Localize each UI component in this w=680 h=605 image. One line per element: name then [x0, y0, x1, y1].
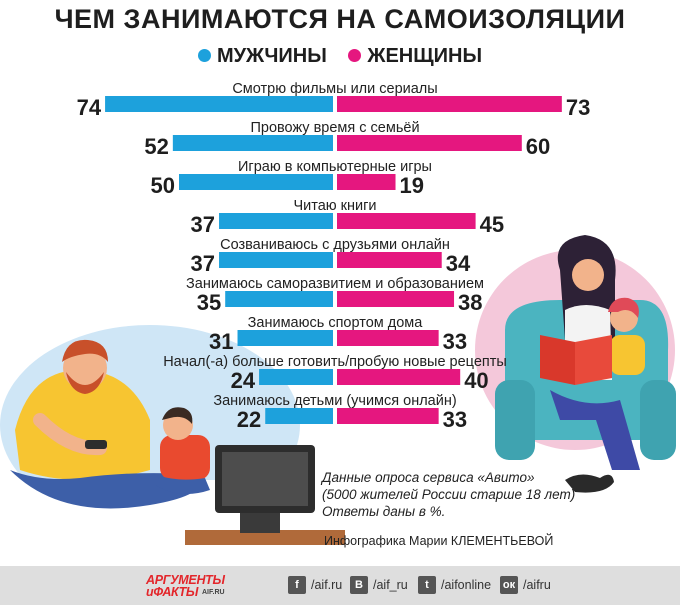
bar-women [337, 174, 396, 190]
bar-women [337, 291, 455, 307]
legend-item-women: ЖЕНЩИНЫ [348, 45, 482, 67]
bar-men [219, 252, 333, 268]
category-label: Играю в компьютерные игры [238, 159, 432, 175]
category-label: Смотрю фильмы или сериалы [232, 81, 437, 97]
legend-label-men: МУЖЧИНЫ [216, 45, 327, 67]
value-label-men: 24 [231, 368, 256, 393]
value-label-men: 37 [191, 251, 215, 276]
note-line: (5000 жителей России старше 18 лет) [322, 487, 576, 502]
legend: МУЖЧИНЫ ЖЕНЩИНЫ [0, 45, 680, 68]
logo-line2: иФАКТЫ [146, 585, 199, 599]
social-twitter[interactable]: t /aifonline [418, 576, 491, 594]
bar-men [225, 291, 333, 307]
social-label: /aifru [523, 578, 551, 592]
bar-men [259, 369, 333, 385]
bar-women [337, 408, 439, 424]
social-facebook[interactable]: f /aif.ru [288, 576, 342, 594]
bar-women [337, 135, 522, 151]
social-label: /aif.ru [311, 578, 343, 592]
note-line: Ответы даны в %. [322, 504, 446, 519]
bar-men [219, 213, 333, 229]
value-label-men: 52 [144, 134, 168, 159]
illustration-reading [475, 235, 676, 493]
value-label-women: 19 [400, 173, 424, 198]
chart-svg: Смотрю фильмы или сериалы 74 73 Провожу вре… [0, 81, 676, 545]
category-label: Начал(-а) больше готовить/пробую новые р… [163, 354, 507, 370]
value-label-women: 60 [526, 134, 550, 159]
category-label: Занимаюсь саморазвитием и образованием [186, 276, 484, 292]
chart-title: ЧЕМ ЗАНИМАЮТСЯ НА САМОИЗОЛЯЦИИ [54, 4, 626, 34]
category-label: Провожу время с семьёй [250, 120, 419, 136]
bar-women [337, 96, 562, 112]
value-label-men: 31 [209, 329, 233, 354]
value-label-men: 22 [237, 407, 261, 432]
category-label: Читаю книги [293, 198, 376, 214]
facebook-icon: f [288, 576, 306, 594]
bar-men [237, 330, 333, 346]
category-label: Занимаюсь детьми (учимся онлайн) [213, 393, 456, 409]
survey-note: Данные опроса сервиса «Авито» (5000 жите… [322, 469, 632, 520]
social-vk[interactable]: В /aif_ru [350, 576, 408, 594]
illustration-tv [185, 445, 345, 545]
social-label: /aif_ru [373, 578, 408, 592]
bar-men [105, 96, 333, 112]
value-label-women: 73 [566, 95, 590, 120]
bar-women [337, 369, 461, 385]
bar-men [265, 408, 333, 424]
value-label-men: 50 [151, 173, 175, 198]
credit: Инфографика Марии КЛЕМЕНТЬЕВОЙ [324, 534, 554, 548]
social-odnoklassniki[interactable]: ок /aifru [500, 576, 551, 594]
aif-logo[interactable]: АРГУМЕНТЫ иФАКТЫ AIF.RU [146, 572, 246, 600]
value-label-women: 34 [446, 251, 471, 276]
value-label-women: 38 [458, 290, 482, 315]
vk-icon: В [350, 576, 368, 594]
value-label-women: 40 [464, 368, 488, 393]
bar-men [179, 174, 333, 190]
legend-swatch-men [197, 48, 211, 62]
value-label-men: 35 [197, 290, 221, 315]
bar-men [172, 135, 333, 151]
bar-women [337, 213, 476, 229]
social-label: /aifonline [441, 578, 492, 592]
legend-label-women: ЖЕНЩИНЫ [367, 45, 483, 67]
value-label-men: 74 [77, 95, 102, 120]
category-label: Созваниваюсь с друзьями онлайн [220, 237, 450, 253]
footer: АРГУМЕНТЫ иФАКТЫ AIF.RU f /aif.ru В /aif… [0, 566, 680, 605]
bar-women [337, 330, 439, 346]
value-label-women: 33 [443, 329, 467, 354]
category-label: Занимаюсь спортом дома [248, 315, 424, 331]
note-line: Данные опроса сервиса «Авито» [322, 470, 535, 485]
legend-item-men: МУЖЧИНЫ [197, 45, 327, 67]
value-label-women: 33 [443, 407, 467, 432]
bar-women [337, 252, 442, 268]
legend-swatch-women [348, 48, 362, 62]
twitter-icon: t [418, 576, 436, 594]
odnoklassniki-icon: ок [500, 576, 518, 594]
bars-group: Смотрю фильмы или сериалы 74 73 Провожу вре… [77, 81, 591, 432]
logo-domain: AIF.RU [202, 589, 225, 596]
value-label-men: 37 [191, 212, 215, 237]
logo-line1: АРГУМЕНТЫ [146, 573, 225, 587]
value-label-women: 45 [480, 212, 504, 237]
